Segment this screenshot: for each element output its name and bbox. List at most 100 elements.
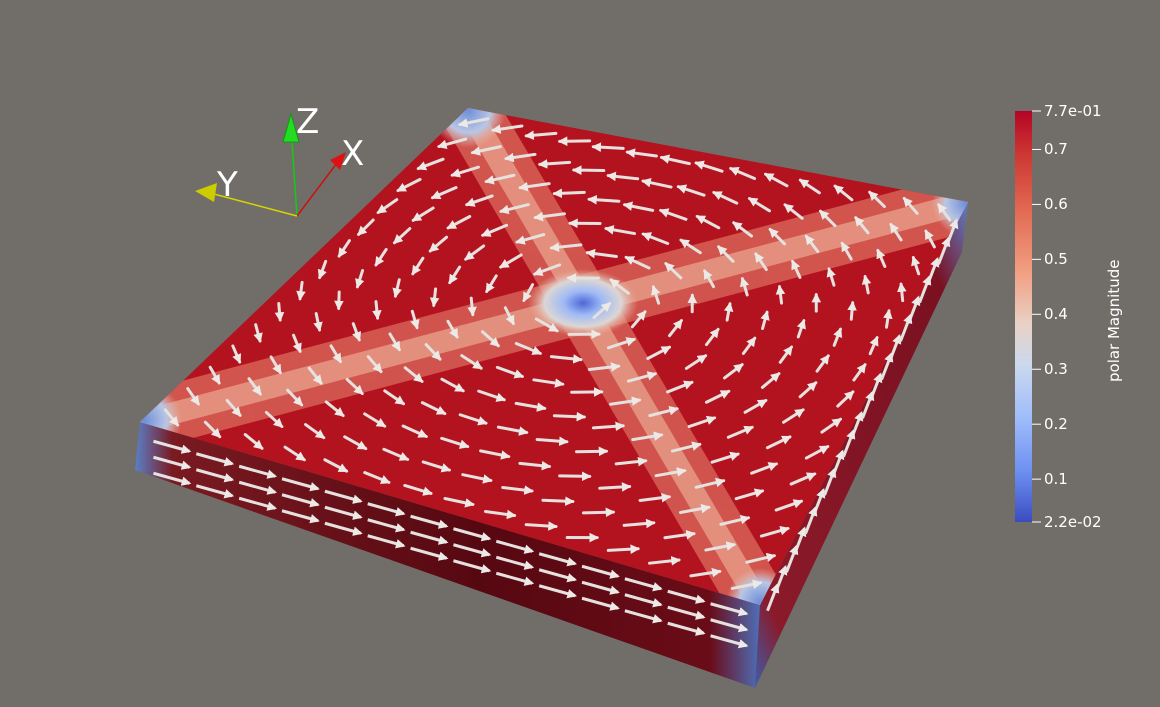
vector-glyph <box>710 602 749 617</box>
vector-glyph <box>667 605 706 620</box>
vector-glyph <box>479 449 511 460</box>
vector-glyph <box>852 363 867 382</box>
vector-glyph <box>804 505 818 535</box>
vector-glyph <box>153 439 192 454</box>
orientation-axes-triad <box>195 112 346 217</box>
vector-glyph <box>739 276 750 297</box>
vector-glyph <box>598 482 632 492</box>
vector-glyph <box>304 423 326 440</box>
vector-glyph <box>609 278 631 295</box>
vector-glyph <box>208 365 221 385</box>
vector-glyph <box>664 262 683 280</box>
vector-glyph <box>763 172 789 188</box>
vector-glyph <box>868 190 886 209</box>
vector-glyph <box>533 211 566 222</box>
vector-glyph <box>670 441 702 453</box>
vector-glyph <box>453 559 492 574</box>
vector-glyph <box>624 609 663 624</box>
vector-glyph <box>730 579 763 590</box>
vector-glyph <box>477 389 507 402</box>
vector-glyph <box>840 241 853 261</box>
vector-glyph <box>484 173 516 185</box>
vector-glyph <box>411 206 435 222</box>
vector-glyph <box>630 310 647 329</box>
vector-glyph <box>626 371 658 383</box>
vector-glyph <box>694 160 724 173</box>
vector-glyph <box>745 552 777 564</box>
vector-glyph <box>606 337 637 350</box>
vector-glyph <box>195 468 235 483</box>
vector-glyph <box>754 252 768 271</box>
vector-glyph <box>847 300 857 321</box>
vector-glyph <box>410 514 449 529</box>
vector-glyph <box>796 318 806 339</box>
vector-glyph <box>774 499 804 512</box>
vector-glyph <box>524 521 558 531</box>
vector-glyph <box>420 401 447 416</box>
vector-glyph <box>203 420 222 439</box>
vector-glyph <box>861 274 872 295</box>
vector-glyph <box>274 301 285 322</box>
vector-glyph <box>668 319 683 338</box>
vector-glyph <box>504 152 537 163</box>
vector-glyph <box>937 236 951 265</box>
vector-glyph <box>392 227 412 245</box>
vector-glyph <box>889 222 903 242</box>
vector-glyph <box>654 467 687 478</box>
vector-glyph <box>710 618 749 633</box>
vector-glyph <box>410 546 449 561</box>
vector-glyph <box>291 333 302 354</box>
vector-glyph <box>710 634 749 649</box>
vector-glyph <box>253 323 263 343</box>
vector-glyph <box>667 621 706 636</box>
legend-label: 0.5 <box>1044 250 1068 269</box>
vector-glyph <box>624 577 663 592</box>
vector-glyph <box>676 184 706 197</box>
vector-glyph <box>631 431 664 442</box>
vector-glyph <box>694 477 726 489</box>
vector-glyph <box>581 580 620 595</box>
vector-glyph <box>443 496 475 508</box>
vector-glyph <box>403 366 424 383</box>
vector-glyph <box>281 477 320 492</box>
vector-glyph <box>367 534 406 549</box>
vector-glyph <box>591 421 626 432</box>
vector-glyph <box>606 544 641 554</box>
vector-glyph <box>622 518 656 529</box>
vector-glyph <box>501 485 534 495</box>
vector-glyph <box>372 300 382 321</box>
vector-glyph <box>604 225 637 236</box>
vector-glyph <box>324 400 345 418</box>
vector-glyph <box>723 363 744 380</box>
vector-glyph <box>937 203 952 222</box>
vector-glyph <box>766 582 780 612</box>
vector-glyph <box>826 267 836 287</box>
vector-glyph <box>416 157 445 171</box>
vector-glyph <box>532 378 565 388</box>
vector-glyph <box>374 247 388 267</box>
vector-glyph <box>382 447 410 461</box>
vector-glyph <box>324 489 363 504</box>
vector-glyph <box>624 255 651 270</box>
vector-glyph <box>768 227 787 246</box>
vector-glyph <box>538 584 577 599</box>
vector-glyph <box>648 556 681 566</box>
vector-glyph <box>537 159 572 169</box>
vector-glyph <box>357 218 375 236</box>
vector-glyph <box>823 467 837 496</box>
axis-label-x: X <box>341 134 365 174</box>
vector-glyph <box>491 124 524 134</box>
vector-glyph <box>317 259 328 280</box>
vector-glyph <box>703 269 715 289</box>
vector-glyph <box>153 455 192 470</box>
vector-glyph <box>323 458 349 473</box>
vector-glyph <box>351 322 362 342</box>
vector-glyph <box>437 137 468 150</box>
vector-glyph <box>485 274 498 294</box>
vector-glyph <box>641 177 673 189</box>
vector-glyph <box>732 221 754 238</box>
vector-glyph <box>231 344 242 364</box>
vector-glyph <box>324 505 363 520</box>
